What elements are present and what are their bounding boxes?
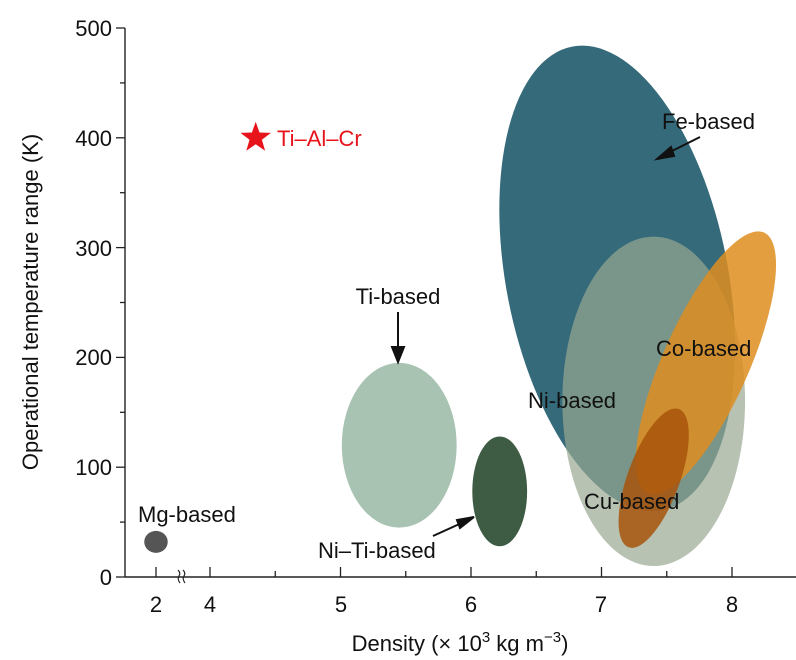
arrow-ni-ti-based-head — [455, 516, 475, 530]
region-mg-based — [144, 530, 168, 553]
label-co-based: Co-based — [656, 336, 751, 361]
label-ni-based: Ni-based — [528, 388, 616, 413]
region-ni-ti-based — [472, 436, 528, 547]
y-tick-label-300: 300 — [75, 236, 112, 261]
y-axis-title: Operational temperature range (K) — [18, 134, 43, 470]
x-tick-label-5: 5 — [335, 592, 347, 617]
label-mg-based: Mg-based — [138, 502, 236, 527]
x-axis-title-sup1: 3 — [482, 629, 490, 646]
annotation-arrows — [390, 136, 701, 537]
arrow-fe-based-head — [653, 145, 676, 161]
regions-layer — [144, 45, 777, 567]
x-tick-label-8: 8 — [726, 592, 738, 617]
x-tick-label-4: 4 — [204, 592, 216, 617]
x-axis-title-mid: kg m — [490, 631, 544, 656]
region-cu-based — [618, 408, 689, 548]
x-axis-title-sup2: −3 — [544, 629, 561, 646]
y-tick-label-0: 0 — [100, 565, 112, 590]
x-axis-title-end: ) — [561, 631, 568, 656]
label-ti-based: Ti-based — [356, 284, 441, 309]
x-axis-title: Density (× 103 kg m−3) — [352, 629, 569, 656]
x-tick-label-2: 2 — [150, 592, 162, 617]
ti-al-cr-star-marker — [240, 121, 271, 151]
label-fe-based: Fe-based — [662, 109, 755, 134]
y-tick-label-200: 200 — [75, 345, 112, 370]
region-ti-based — [341, 362, 457, 528]
y-tick-label-100: 100 — [75, 455, 112, 480]
ti-al-cr-label: Ti–Al–Cr — [277, 126, 362, 151]
x-axis-title-main: Density (× 10 — [352, 631, 482, 656]
label-ni-ti-based: Ni–Ti-based — [318, 538, 436, 563]
x-axis-break-mark — [177, 569, 186, 584]
ticks-layer — [116, 27, 733, 578]
label-cu-based: Cu-based — [584, 489, 679, 514]
y-tick-label-500: 500 — [75, 16, 112, 41]
x-tick-label-6: 6 — [465, 592, 477, 617]
y-tick-label-400: 400 — [75, 126, 112, 151]
x-tick-label-7: 7 — [595, 592, 607, 617]
arrow-ti-based-head — [390, 346, 406, 365]
